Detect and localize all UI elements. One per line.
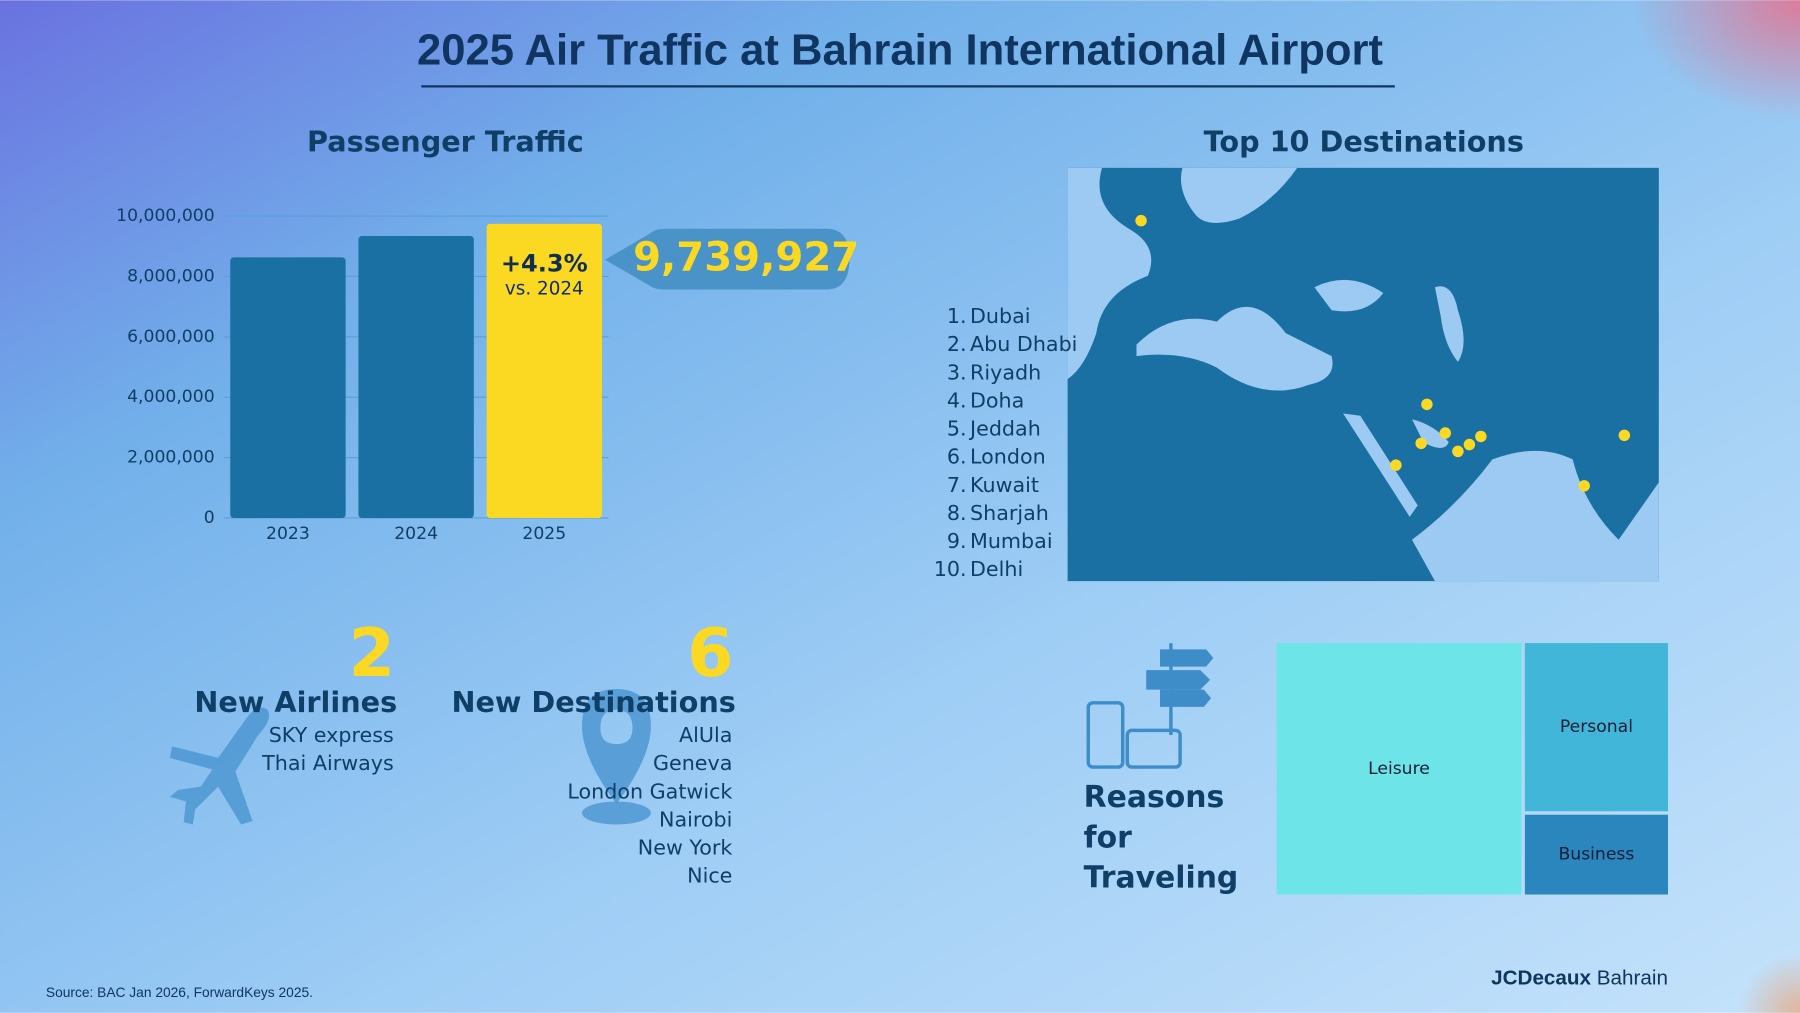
destination-name: Jeddah bbox=[968, 417, 1041, 441]
page-title: 2025 Air Traffic at Bahrain Internationa… bbox=[417, 27, 1383, 75]
map-sea bbox=[1411, 419, 1449, 448]
brand-text: JCDecaux Bahrain bbox=[1491, 967, 1668, 990]
bar bbox=[486, 223, 603, 518]
map-sea bbox=[1180, 167, 1298, 223]
destination-rank: 6. bbox=[947, 445, 967, 469]
destination-name: Abu Dhabi bbox=[970, 332, 1077, 356]
stat-item: Geneva bbox=[653, 751, 732, 775]
y-tick-label: 2,000,000 bbox=[127, 448, 215, 468]
y-tick-label: 10,000,000 bbox=[116, 206, 215, 226]
destination-name: Kuwait bbox=[970, 473, 1039, 497]
treemap-label: Business bbox=[1558, 845, 1634, 865]
x-tick-label: 2025 bbox=[522, 524, 566, 544]
y-tick-label: 0 bbox=[204, 508, 215, 528]
stat-label: New Destinations bbox=[451, 685, 735, 719]
x-tick-label: 2023 bbox=[266, 524, 310, 544]
stat-item: SKY express bbox=[269, 723, 394, 747]
map-sea bbox=[1136, 306, 1333, 391]
destination-rank: 3. bbox=[947, 360, 967, 384]
travel-icon bbox=[1086, 643, 1214, 769]
stat-item: London Gatwick bbox=[567, 779, 732, 803]
map-sea bbox=[1067, 167, 1152, 380]
stat-item: AlUla bbox=[679, 723, 732, 747]
x-tick-label: 2024 bbox=[394, 524, 438, 544]
treemap-cell bbox=[1276, 643, 1522, 895]
annotation: +4.3% bbox=[501, 249, 588, 277]
stat-count: 6 bbox=[687, 614, 733, 692]
destination-name: London bbox=[970, 445, 1046, 469]
source-note: Source: BAC Jan 2026, ForwardKeys 2025. bbox=[46, 985, 313, 1000]
stat-item: Thai Airways bbox=[261, 751, 394, 775]
brand-regular: Bahrain bbox=[1597, 967, 1668, 990]
stat-item: Nice bbox=[687, 864, 732, 888]
map-sea bbox=[1314, 279, 1384, 312]
callout-bubble bbox=[604, 228, 850, 290]
destination-rank: 8. bbox=[947, 501, 967, 525]
pin-icon bbox=[582, 801, 651, 825]
destination-rank: 5. bbox=[947, 417, 967, 441]
chart-title: Passenger Traffic bbox=[307, 125, 584, 159]
destination-name: Doha bbox=[970, 388, 1024, 412]
brand-bold: JCDecaux bbox=[1491, 967, 1591, 990]
stat-label: New Airlines bbox=[194, 685, 397, 719]
y-tick-label: 8,000,000 bbox=[127, 266, 215, 286]
pin-icon bbox=[582, 689, 651, 804]
destination-rank: 9. bbox=[947, 529, 967, 553]
section-title: Top 10 Destinations bbox=[1204, 125, 1524, 159]
treemap-label: Personal bbox=[1560, 717, 1633, 737]
destination-name: Sharjah bbox=[970, 501, 1049, 525]
treemap-cell bbox=[1524, 814, 1668, 895]
stat-item: Nairobi bbox=[659, 807, 732, 831]
destination-name: Riyadh bbox=[970, 360, 1041, 384]
destination-rank: 4. bbox=[947, 388, 967, 412]
stat-count: 2 bbox=[349, 614, 395, 692]
y-tick-label: 4,000,000 bbox=[127, 387, 215, 407]
treemap-title-line: Reasons bbox=[1084, 780, 1225, 815]
destination-rank: 7. bbox=[947, 473, 967, 497]
bar bbox=[230, 257, 346, 518]
destination-rank: 2. bbox=[947, 332, 967, 356]
map bbox=[1067, 167, 1659, 582]
bar bbox=[358, 235, 474, 518]
destination-rank: 1. bbox=[947, 304, 967, 328]
treemap-title-line: Traveling bbox=[1084, 860, 1239, 895]
treemap-cell bbox=[1524, 643, 1668, 812]
treemap-title-line: for bbox=[1084, 820, 1132, 855]
treemap-title: Reasons for Traveling bbox=[1084, 780, 1239, 895]
map-sea bbox=[1434, 286, 1464, 362]
stat-item: New York bbox=[638, 836, 733, 860]
y-tick-label: 6,000,000 bbox=[127, 327, 215, 347]
value-label: 9,739,927 bbox=[633, 235, 859, 281]
annotation: vs. 2024 bbox=[505, 279, 584, 300]
plane-icon bbox=[169, 707, 270, 825]
brand: JCDecaux Bahrain bbox=[1491, 967, 1668, 990]
map-sea bbox=[1343, 413, 1418, 517]
treemap-label: Leisure bbox=[1368, 759, 1430, 779]
map-sea bbox=[1411, 450, 1659, 582]
destination-rank: 10. bbox=[934, 557, 967, 581]
destination-name: Delhi bbox=[970, 557, 1023, 581]
destination-name: Mumbai bbox=[970, 529, 1053, 553]
map-pins bbox=[1135, 214, 1631, 492]
destination-name: Dubai bbox=[970, 304, 1031, 328]
